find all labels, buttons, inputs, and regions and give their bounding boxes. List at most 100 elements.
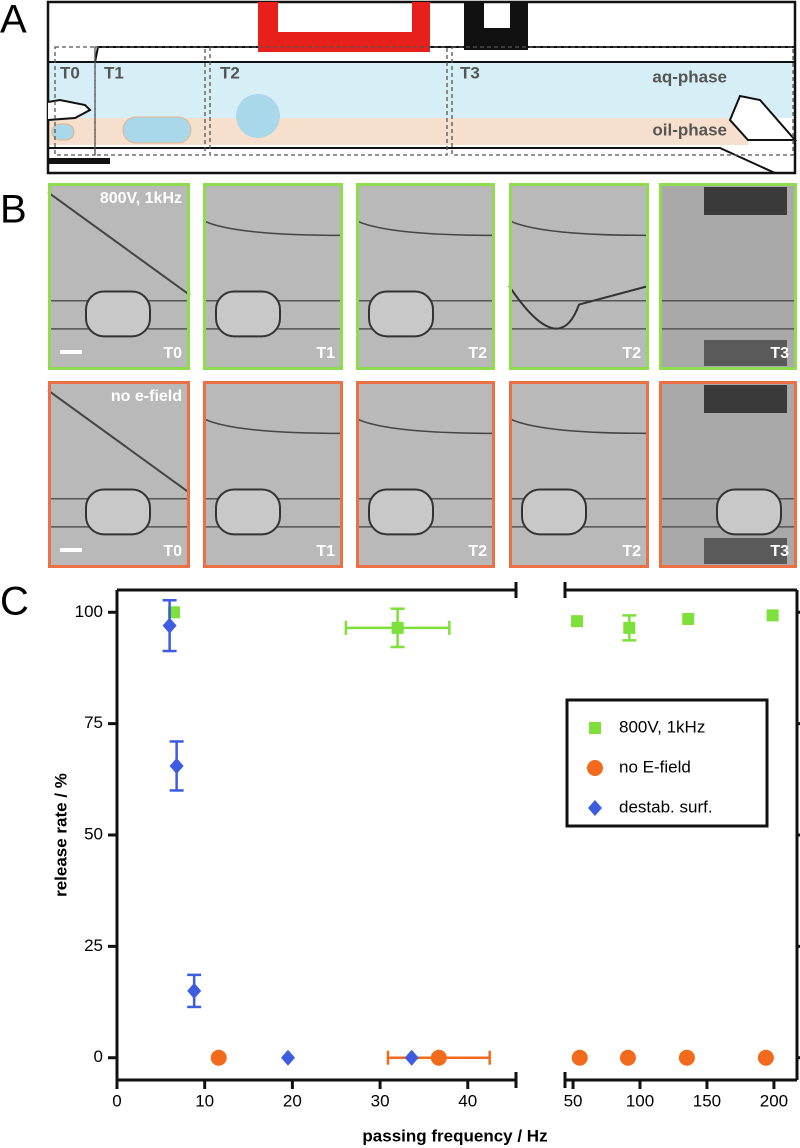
scale-bar: [48, 158, 110, 164]
channel-wall: [355, 219, 496, 237]
legend-label: no E-field: [619, 757, 691, 776]
wall: [48, 147, 776, 174]
electrode-shadow: [704, 187, 787, 215]
tile-label: T1: [316, 543, 335, 560]
channel-wall: [355, 417, 496, 435]
condition-label: no e-field: [111, 388, 182, 405]
marker: [162, 617, 177, 634]
tile-label: T0: [163, 543, 182, 560]
tile-border: [509, 381, 649, 568]
y-tick-label: 100: [75, 602, 103, 621]
micrograph: [509, 183, 649, 370]
electrode-shadow: [704, 340, 787, 366]
panel-label: C: [0, 580, 29, 624]
channel-wall: [202, 219, 344, 237]
droplet: [716, 488, 782, 536]
marker: [169, 757, 184, 774]
tile-border: [356, 183, 495, 370]
droplet: [85, 488, 151, 536]
marker: [766, 609, 779, 622]
marker: [571, 1049, 588, 1066]
scale-bar: [60, 350, 82, 354]
legend-marker: [589, 722, 601, 734]
y-tick-label: 25: [84, 936, 103, 955]
tile-border: [48, 381, 190, 568]
tile-border: [356, 381, 495, 568]
ground-electrode: [464, 2, 528, 50]
tile-label: T2: [622, 345, 641, 362]
tile-label: T2: [468, 543, 487, 560]
droplet: [521, 488, 587, 536]
x-axis-label: passing frequency / Hz: [362, 1126, 547, 1145]
scale-bar: [60, 548, 82, 552]
tile-label: T3: [770, 345, 789, 362]
y-tick-label: 0: [94, 1047, 103, 1066]
micrograph: [356, 381, 495, 568]
tile-border: [509, 183, 649, 370]
electrode-shadow: [704, 538, 787, 564]
droplet: [215, 290, 281, 338]
micrograph: [48, 381, 190, 568]
x-tick-label: 20: [283, 1091, 302, 1110]
channel-wall: [508, 219, 650, 237]
legend-marker: [587, 760, 603, 776]
inlet: [47, 98, 92, 121]
marker: [391, 621, 404, 634]
x-tick-label: 200: [760, 1091, 788, 1110]
x-tick-label: 10: [195, 1091, 214, 1110]
micrograph: [356, 183, 495, 370]
tile-border: [659, 183, 797, 370]
legend-label: 800V, 1kHz: [619, 717, 705, 736]
droplet-release: [508, 284, 650, 330]
zone-label: T0: [60, 63, 80, 82]
zone-box: [209, 46, 448, 156]
marker: [678, 1049, 695, 1066]
x-tick-label: 0: [112, 1091, 121, 1110]
panel-label: B: [0, 188, 27, 232]
x-tick-label: 100: [626, 1091, 654, 1110]
wall: [48, 46, 795, 63]
tile-border: [659, 381, 797, 568]
legend-label: destab. surf.: [619, 797, 713, 816]
droplet: [85, 290, 151, 338]
x-tick-label: 50: [564, 1091, 583, 1110]
droplet: [51, 123, 75, 141]
marker: [210, 1049, 227, 1066]
tile-label: T0: [163, 345, 182, 362]
x-tick-label: 30: [371, 1091, 390, 1110]
y-axis-label: release rate / %: [51, 773, 70, 897]
aq-band: [48, 62, 792, 118]
outlet: [728, 94, 798, 141]
channel-wall: [508, 417, 650, 435]
micrograph: [203, 183, 343, 370]
condition-label: 800V, 1kHz: [100, 190, 182, 207]
tile-label: T1: [316, 345, 335, 362]
chart: 0 25 50 75 100 0 10 20 30 40 50 100 150 200 passing fr…: [51, 582, 800, 1145]
electrode-shadow: [704, 385, 787, 413]
zone-label: T1: [104, 63, 124, 82]
phase-label: oil-phase: [652, 120, 727, 139]
y-tick-label: 50: [84, 824, 103, 843]
droplet: [215, 488, 281, 536]
panel-label: A: [0, 0, 27, 42]
marker: [430, 1049, 447, 1066]
legend-marker: [588, 800, 602, 816]
micrograph: [48, 183, 190, 370]
zone-box: [451, 46, 794, 156]
tile-label: T3: [770, 543, 789, 560]
marker: [757, 1049, 774, 1066]
tile-border: [203, 381, 343, 568]
electrode: [258, 2, 430, 52]
tile-label: T2: [468, 345, 487, 362]
channel-wall: [202, 417, 344, 435]
marker: [619, 1049, 636, 1066]
marker: [281, 1049, 295, 1066]
marker: [623, 621, 636, 634]
x-tick-label: 40: [458, 1091, 477, 1110]
droplet: [368, 488, 434, 536]
schematic: T0 T1 T2 T3 aq-phase oil-phase: [46, 0, 798, 175]
marker: [682, 612, 695, 625]
zone-box: [94, 46, 206, 156]
channel-wall: [47, 191, 191, 297]
